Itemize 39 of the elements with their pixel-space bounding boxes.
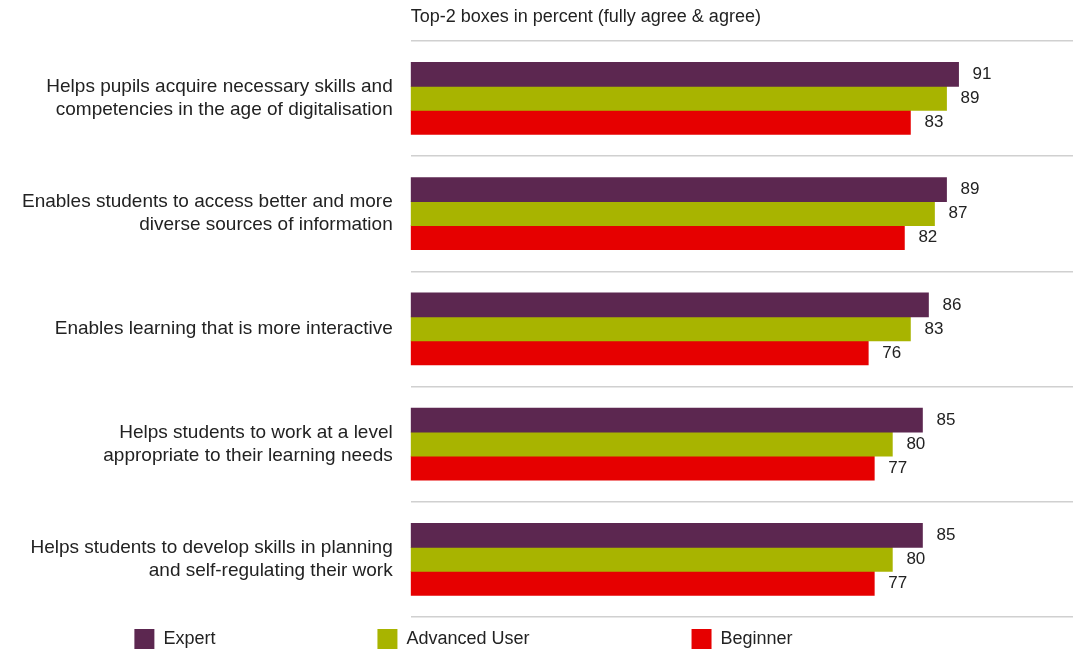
data-label: 77 xyxy=(888,573,908,593)
data-label: 85 xyxy=(936,525,956,545)
data-label: 80 xyxy=(906,433,926,453)
bar xyxy=(410,340,869,366)
bar xyxy=(410,201,935,226)
bar xyxy=(410,571,875,596)
y-tick-label: Enables learning that is more interactive xyxy=(54,317,393,339)
legend-label: Beginner xyxy=(720,627,943,648)
bar xyxy=(410,62,959,87)
legend-label: Advanced User xyxy=(406,627,680,648)
data-label: 83 xyxy=(924,318,944,338)
y-tick-label: Enables students to access better and more diverse sources of information xyxy=(21,190,393,235)
bar xyxy=(410,86,947,111)
y-tick-label: Helps students to develop skills in planning and self-regulating their work xyxy=(30,536,394,581)
bar xyxy=(410,177,947,202)
bar xyxy=(410,547,893,572)
y-tick-label: Helps students to work at a level appropriate to their learning needs xyxy=(103,420,393,465)
chart-title: Top-2 boxes in percent (fully agree & agree) xyxy=(410,5,761,26)
data-label: 89 xyxy=(960,179,980,199)
bar xyxy=(410,523,923,548)
data-label: 87 xyxy=(948,203,968,223)
bar xyxy=(410,316,911,342)
bar xyxy=(410,225,905,250)
data-label: 86 xyxy=(942,294,962,314)
y-tick-label: Helps pupils acquire necessary skills and competencies in the age of digitalisation xyxy=(46,75,393,120)
data-label: 85 xyxy=(936,409,956,429)
data-label: 82 xyxy=(918,227,938,247)
bar xyxy=(410,407,923,433)
bar xyxy=(410,431,893,457)
data-label: 89 xyxy=(960,88,980,108)
data-label: 77 xyxy=(888,457,908,477)
bar xyxy=(410,110,911,135)
legend-label: Expert xyxy=(163,627,366,648)
bar xyxy=(410,292,929,318)
bar xyxy=(410,455,875,481)
data-label: 91 xyxy=(972,64,992,84)
data-label: 76 xyxy=(882,342,902,362)
data-label: 80 xyxy=(906,549,926,569)
data-label: 83 xyxy=(924,112,944,132)
